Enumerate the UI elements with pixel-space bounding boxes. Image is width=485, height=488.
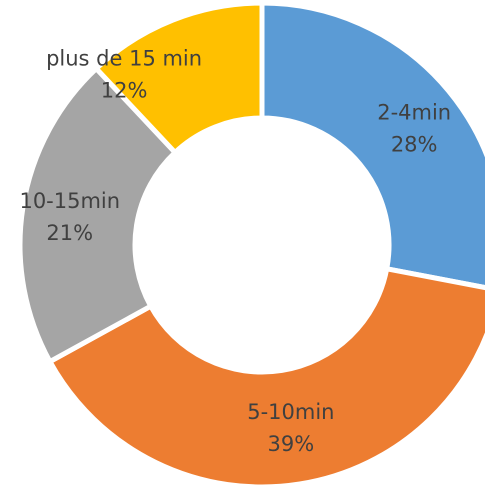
slice-10-15min (17, 65, 179, 365)
slice-2-4min (259, 0, 485, 291)
category-label-10-15min: 10-15min (19, 189, 120, 213)
slice-5-10min (46, 265, 485, 488)
value-label-plus-de-15-min: 12% (101, 78, 148, 102)
value-label-10-15min: 21% (46, 221, 93, 245)
category-label-5-10min: 5-10min (247, 400, 334, 424)
value-label-2-4min: 28% (391, 132, 438, 156)
category-label-plus-de-15-min: plus de 15 min (46, 46, 202, 70)
value-label-5-10min: 39% (268, 432, 315, 456)
donut-labels: 2-4min 28% 5-10min 39% 10-15min 21% plus de 15… (19, 46, 451, 456)
slice-plus-de-15-min (92, 0, 265, 156)
donut-slices (17, 0, 485, 488)
category-label-2-4min: 2-4min (377, 100, 451, 124)
